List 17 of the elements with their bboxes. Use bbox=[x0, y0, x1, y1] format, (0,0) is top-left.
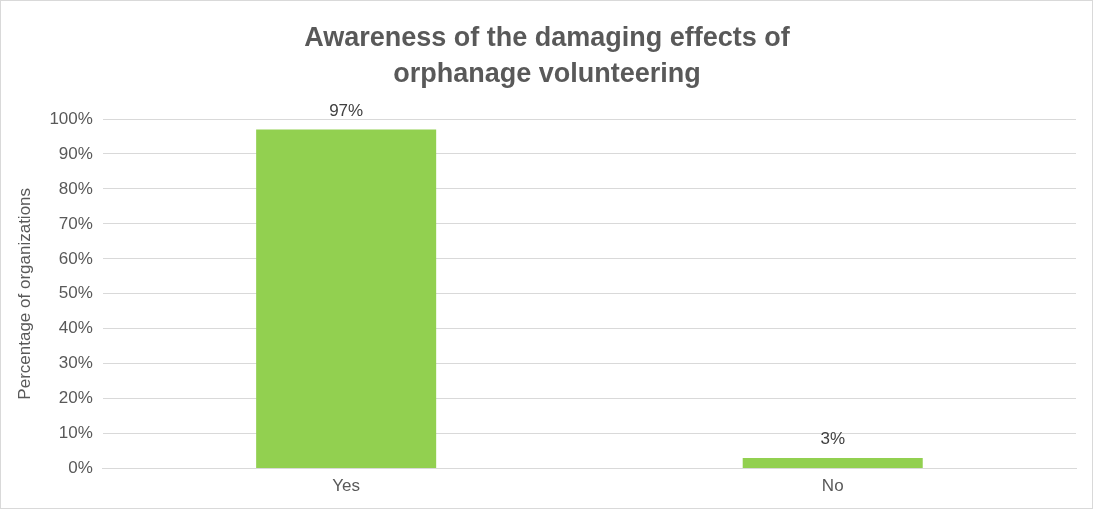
data-label: 97% bbox=[329, 100, 364, 120]
y-tick-label: 0% bbox=[68, 458, 93, 478]
x-tick-label: Yes bbox=[332, 476, 361, 496]
chart-title: Awareness of the damaging effects of orphanage volunteering bbox=[303, 21, 791, 90]
y-tick-label: 30% bbox=[58, 353, 93, 373]
y-tick-label: 70% bbox=[58, 213, 93, 233]
y-tick-label: 60% bbox=[58, 248, 93, 268]
y-tick-label: 80% bbox=[58, 178, 93, 198]
y-tick-label: 100% bbox=[49, 108, 93, 128]
y-axis-title: Percentage of organizations bbox=[14, 187, 34, 400]
data-label: 3% bbox=[820, 429, 846, 449]
y-tick-label: 20% bbox=[58, 388, 93, 408]
y-tick-label: 90% bbox=[58, 143, 93, 163]
x-tick-label: No bbox=[821, 476, 844, 496]
y-tick-label: 50% bbox=[58, 283, 93, 303]
y-tick-label: 40% bbox=[58, 318, 93, 338]
y-tick-label: 10% bbox=[58, 423, 93, 443]
